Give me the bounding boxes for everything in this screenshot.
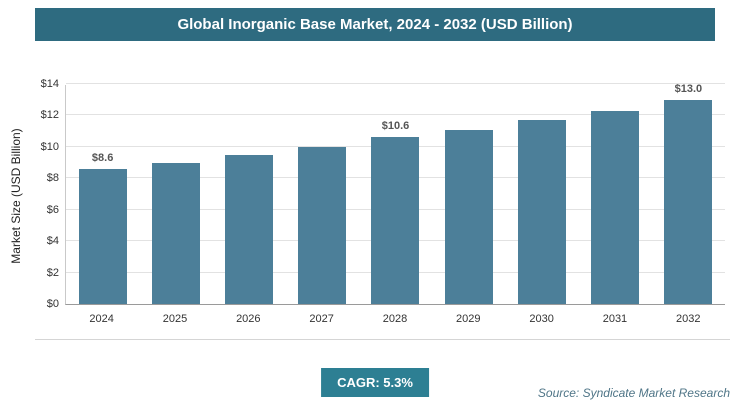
y-tick-label: $14: [40, 78, 59, 90]
x-tick-label: 2027: [309, 313, 334, 325]
x-tick-label: 2030: [529, 313, 554, 325]
gridline: [66, 83, 725, 84]
bar-value-label: $10.6: [381, 120, 410, 133]
bars-container: $8.6 $10.6 $13.0: [66, 83, 725, 304]
cagr-badge: CAGR: 5.3%: [321, 368, 429, 397]
bar-2032: $13.0: [664, 83, 713, 304]
y-tick-label: $12: [40, 109, 59, 122]
y-axis-label: Market Size (USD Billion): [9, 128, 23, 264]
y-tick-label: $8: [46, 172, 59, 185]
y-tick-label: $2: [46, 266, 59, 279]
bar-2027: [298, 146, 347, 304]
axis-divider: [35, 339, 730, 340]
x-tick-label: 2026: [236, 313, 261, 325]
y-tick-label: $6: [46, 203, 59, 216]
bar-value-label: $8.6: [91, 151, 114, 164]
y-tick-label: $10: [40, 140, 59, 153]
bar-2029: [444, 129, 493, 304]
y-tick-label: $4: [46, 235, 59, 248]
x-tick-label: 2024: [89, 313, 114, 325]
chart-title-banner: Global Inorganic Base Market, 2024 - 203…: [35, 8, 715, 41]
bar-2030: [517, 120, 566, 304]
bar-2025: [151, 162, 200, 304]
bar-2031: [591, 110, 640, 304]
x-tick-label: 2031: [602, 313, 628, 325]
gridline: [66, 114, 725, 116]
x-tick-label: 2032: [676, 313, 701, 325]
x-tick-label: 2029: [456, 313, 481, 325]
bar-2026: [225, 154, 274, 304]
x-tick-label: 2025: [162, 313, 188, 325]
y-tick-label: $0: [46, 298, 59, 310]
bar-2028: $10.6: [371, 120, 420, 304]
bar-value-label: $13.0: [674, 82, 703, 95]
x-tick-label: 2028: [382, 313, 408, 325]
chart-title: Global Inorganic Base Market, 2024 - 203…: [177, 16, 573, 33]
x-axis-labels: 2024 2025 2026 2027 2028 2029 2030 2031 2032: [65, 313, 725, 325]
bar-2024: $8.6: [78, 152, 127, 304]
source-text: Source: Syndicate Market Research: [537, 386, 730, 400]
plot-area: $8.6 $10.6 $13.0 $0 $2 $4 $6 $8 $10 $12 $14: [41, 78, 725, 310]
